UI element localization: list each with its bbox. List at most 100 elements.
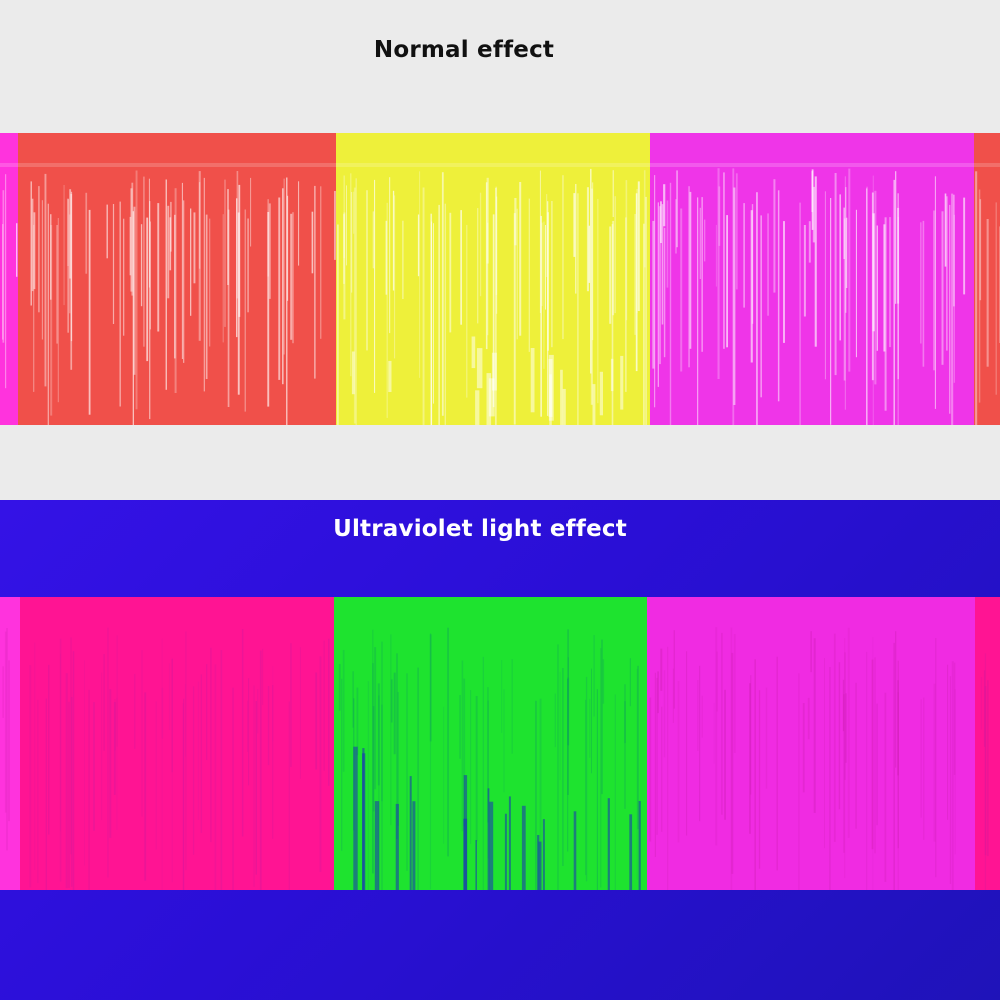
fringe-strand <box>773 179 776 293</box>
uv-fringe-strand <box>511 659 513 754</box>
uv-fringe-strand <box>241 629 244 837</box>
uv-fringe-strand <box>315 672 318 770</box>
uv-fringe-strand <box>93 702 95 831</box>
fringe-strand <box>666 200 669 288</box>
fringe-strand <box>920 222 922 344</box>
fringe-strand <box>635 193 638 372</box>
fringe-strand <box>149 221 151 330</box>
fringe-strand <box>343 214 345 284</box>
fringe-strand <box>343 175 345 259</box>
fringe-highlight <box>475 390 480 425</box>
fringe-strand <box>69 189 72 279</box>
uv-fringe-strand <box>197 681 200 820</box>
fringe-strand <box>479 192 482 297</box>
fringe-strand <box>190 208 192 316</box>
fringe-strand <box>590 168 592 374</box>
fringe-strand <box>848 168 851 372</box>
uv-fringe-gap <box>487 788 490 890</box>
uv-fringe-gap <box>537 835 540 890</box>
fringe-highlight <box>599 371 603 416</box>
uv-fringe-strand <box>475 696 478 842</box>
uv-fringe-gap <box>538 841 542 890</box>
uv-fringe-strand <box>372 663 374 874</box>
fringe-strand <box>951 193 954 425</box>
uv-fringe-strand <box>116 697 118 830</box>
uv-fringe-strand <box>730 627 733 890</box>
uv-fringe-strand <box>59 638 62 882</box>
uv-fringe-strand <box>935 638 937 878</box>
fringe-strand <box>33 212 36 290</box>
uv-fringe-strand <box>602 659 605 704</box>
fringe-strand <box>519 182 522 336</box>
fringe-strand <box>528 198 530 352</box>
fringe-highlight <box>592 384 596 425</box>
uv-fringe-strand <box>214 664 217 890</box>
uv-fringe-strand <box>88 689 90 890</box>
fringe-strand <box>224 179 226 327</box>
fringe-strand <box>575 184 577 294</box>
uv-fringe-strand <box>750 675 752 795</box>
fringe-strand <box>165 179 167 390</box>
fringe-strand <box>135 170 138 410</box>
fringe-strand <box>855 209 857 358</box>
fringe-strand <box>366 190 368 351</box>
fringe-strand <box>68 214 71 314</box>
fringe-strand <box>140 224 143 307</box>
fringe-strand <box>733 187 736 405</box>
uv-fringe-strand <box>8 660 10 822</box>
fringe-strand <box>298 181 300 266</box>
uv-fringe-strand <box>463 678 466 827</box>
fringe-strand <box>661 204 664 325</box>
fringe-strand <box>88 209 91 415</box>
fringe-highlight <box>548 354 554 421</box>
fringe-strand <box>715 224 717 287</box>
uv-fringe-strand <box>59 653 61 832</box>
uv-fringe-strand <box>299 647 301 779</box>
fringe-strand <box>193 212 196 284</box>
uv-fringe-strand <box>897 680 899 776</box>
fringe-strand <box>38 186 40 313</box>
uv-fringe-strand <box>923 697 925 840</box>
fringe-strand <box>933 210 936 371</box>
uv-fringe-strand <box>262 648 264 706</box>
fringe-strand <box>486 177 489 264</box>
uv-fringe-strand <box>377 683 380 786</box>
fringe-strand <box>663 227 666 358</box>
uv-fringe-strand <box>68 701 70 888</box>
fringe-strand <box>353 191 355 234</box>
fringe-header-seam <box>650 163 974 167</box>
fringe-strand <box>123 218 125 336</box>
uv-fringe-strand <box>272 685 274 839</box>
fringe-strand <box>282 188 284 385</box>
fringe-strand <box>979 199 982 301</box>
fringe-strand <box>350 173 352 377</box>
fringe-strand <box>250 177 252 247</box>
uv-fringe-strand <box>248 678 250 786</box>
uv-fringe-strand <box>352 671 354 728</box>
uv-fringe-strand <box>824 658 825 849</box>
fringe-strand <box>44 173 47 387</box>
fringe-highlight <box>562 388 566 425</box>
fringe-strand <box>183 200 185 363</box>
fringe-strand <box>803 225 806 317</box>
fringe-strand <box>540 215 542 417</box>
uv-fringe-strand <box>459 695 461 759</box>
fringe-strand <box>449 212 452 333</box>
fringe-strand <box>675 199 677 254</box>
fringe-strand <box>895 171 897 304</box>
fringe-highlight <box>610 358 614 392</box>
uv-fringe-strand <box>776 656 778 871</box>
fringe-strand <box>355 178 357 425</box>
fringe-strand <box>181 182 183 359</box>
uv-fringe-strand <box>724 689 726 820</box>
uv-fringe-strand <box>656 677 658 835</box>
fringe-strand <box>717 168 720 379</box>
uv-fringe-strand <box>754 659 756 890</box>
fringe-strand <box>290 213 293 340</box>
right-edge-panel <box>974 133 1000 425</box>
uv-fringe-strand <box>171 659 173 773</box>
fringe-strand <box>701 197 703 352</box>
fringe-strand <box>2 224 4 340</box>
uv-fringe-gap <box>542 819 545 890</box>
fringe-strand <box>320 186 322 339</box>
